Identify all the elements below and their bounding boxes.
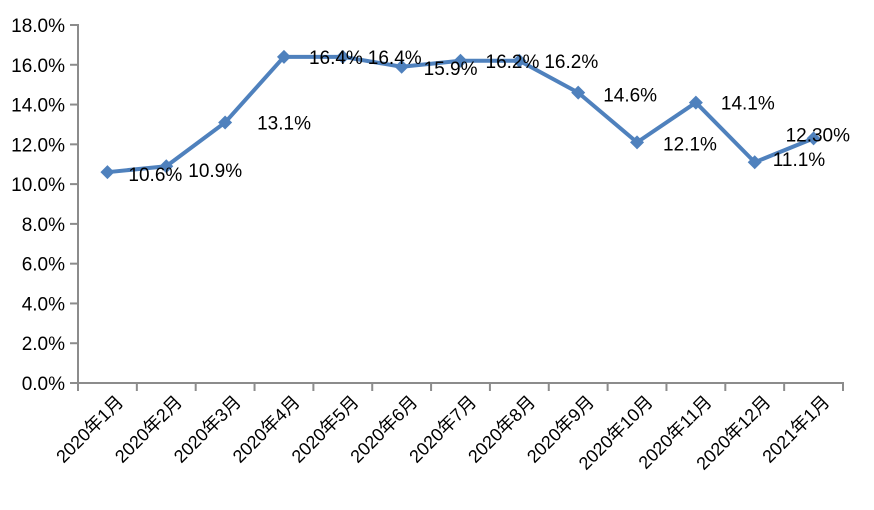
data-point-label: 14.6%	[603, 86, 657, 107]
data-point-marker	[512, 53, 527, 68]
y-axis-tick-label: 18.0%	[11, 16, 65, 37]
data-point-marker	[335, 49, 350, 64]
data-point-marker	[394, 59, 409, 74]
data-point-marker	[100, 165, 115, 180]
y-axis-tick-label: 8.0%	[22, 215, 65, 236]
y-axis-tick-label: 10.0%	[11, 175, 65, 196]
data-point-marker	[747, 155, 762, 170]
data-point-label: 10.6%	[128, 165, 182, 186]
data-point-label: 13.1%	[257, 113, 311, 134]
y-axis-tick-label: 14.0%	[11, 96, 65, 117]
data-point-marker	[218, 115, 233, 130]
data-point-label: 15.9%	[424, 59, 478, 80]
data-point-label: 16.4%	[309, 48, 363, 69]
data-point-marker	[630, 135, 645, 150]
y-axis-tick-label: 4.0%	[22, 294, 65, 315]
y-axis-tick-label: 12.0%	[11, 135, 65, 156]
data-point-marker	[276, 49, 291, 64]
data-point-marker	[688, 95, 703, 110]
data-point-label: 14.1%	[721, 94, 775, 115]
y-axis-tick-label: 16.0%	[11, 56, 65, 77]
data-point-marker	[806, 131, 821, 146]
data-point-label: 16.4%	[368, 48, 422, 69]
data-point-label: 16.2%	[544, 52, 598, 73]
data-point-label: 10.9%	[188, 161, 242, 182]
y-axis-tick-label: 0.0%	[22, 374, 65, 395]
data-point-marker	[453, 53, 468, 68]
data-point-label: 11.1%	[773, 150, 826, 171]
data-point-marker	[571, 85, 586, 100]
y-axis-tick-label: 2.0%	[22, 334, 65, 355]
data-point-label: 12.30%	[786, 125, 851, 146]
data-point-label: 16.2%	[486, 52, 540, 73]
data-point-marker	[159, 159, 174, 174]
y-axis-tick-label: 6.0%	[22, 255, 65, 276]
data-point-label: 12.1%	[663, 134, 717, 155]
